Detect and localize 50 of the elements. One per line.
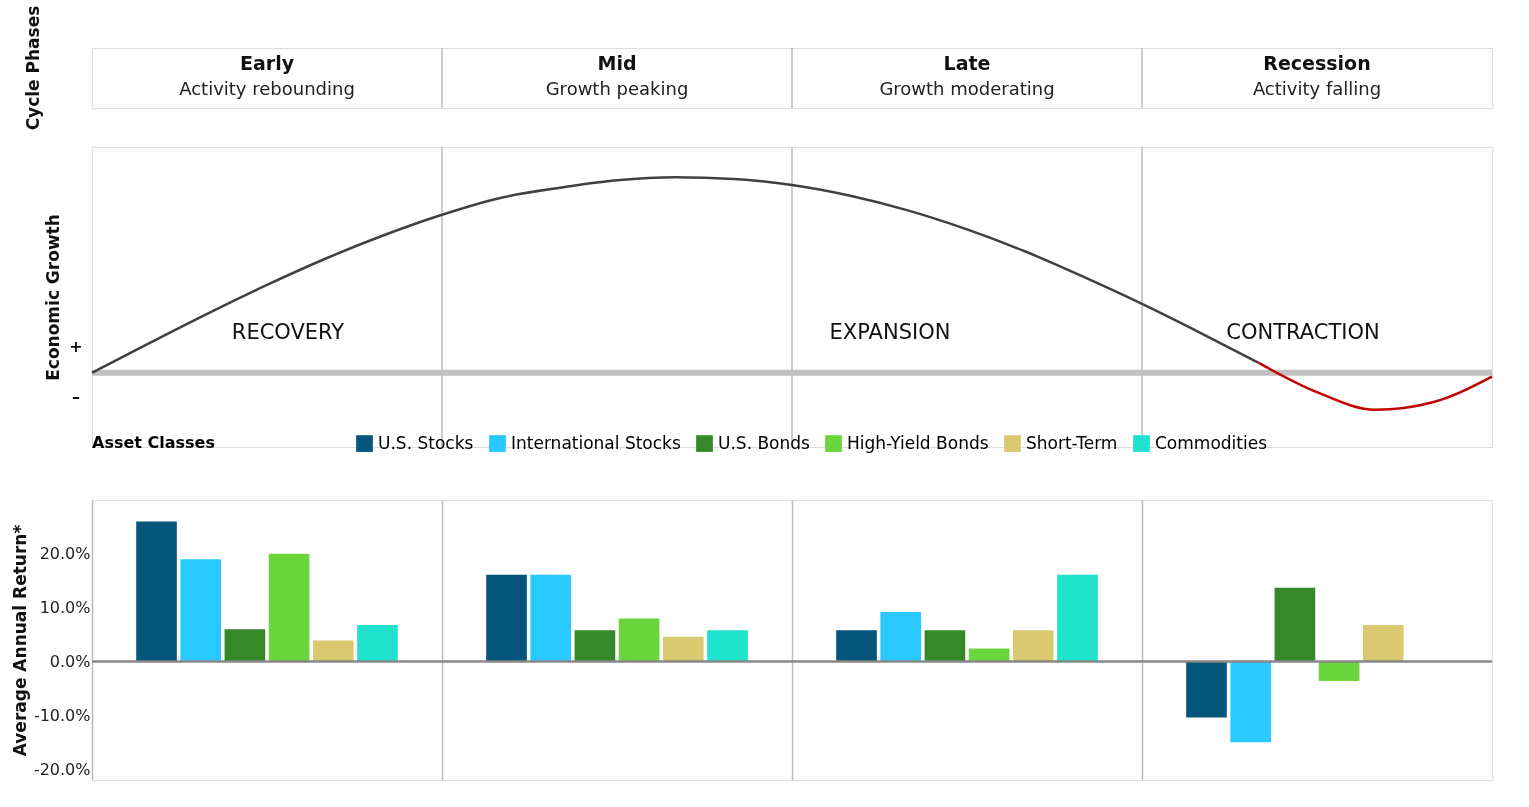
legend-label: Commodities (1155, 432, 1268, 453)
annotation: RECOVERY (231, 319, 345, 344)
bar (707, 630, 748, 662)
bar (1230, 661, 1272, 743)
y-axis-title: Average Annual Return* (9, 524, 30, 757)
bar (1186, 661, 1227, 718)
y-tick-label: 10.0% (39, 598, 91, 618)
legend-label: U.S. Bonds (718, 432, 811, 453)
text: Growth moderating (879, 78, 1055, 99)
bar (1057, 574, 1098, 662)
bar (836, 630, 877, 662)
bar (1012, 630, 1054, 662)
bar (574, 630, 616, 662)
bar (312, 640, 354, 662)
text: Activity falling (1252, 78, 1382, 99)
text: Activity rebounding (179, 78, 355, 99)
bar (1318, 661, 1360, 681)
bar (618, 618, 660, 662)
y-tick-label: -10.0% (33, 705, 91, 725)
bar (662, 636, 704, 662)
text: – (72, 386, 80, 406)
bar (180, 559, 222, 662)
bar (486, 574, 527, 662)
text: Cycle Phases (23, 5, 43, 131)
legend-title: Asset Classes (92, 433, 215, 452)
y-axis-title: Economic Growth (42, 214, 63, 381)
legend-label: Short-Term (1026, 432, 1118, 453)
bar (1274, 587, 1316, 662)
text: Late (943, 52, 991, 74)
bar (530, 574, 572, 662)
bar (268, 553, 310, 662)
bar (224, 629, 266, 662)
bar (880, 612, 922, 662)
text: Growth peaking (545, 78, 689, 99)
bar (357, 624, 398, 662)
legend-label: U.S. Stocks (378, 432, 474, 453)
bar (136, 521, 177, 662)
text: Recession (1263, 52, 1371, 74)
bar (924, 630, 966, 662)
y-tick-label: -20.0% (33, 759, 91, 779)
y-tick-label: 20.0% (39, 544, 91, 564)
legend-label: International Stocks (511, 432, 681, 453)
text: Mid (597, 52, 637, 74)
text: Early (239, 52, 295, 74)
annotation: EXPANSION (829, 319, 951, 344)
text: + (69, 336, 83, 356)
annotation: CONTRACTION (1226, 319, 1380, 344)
bar (1362, 624, 1404, 662)
y-tick-label: 0.0% (49, 652, 91, 672)
legend-label: High-Yield Bonds (847, 432, 989, 453)
